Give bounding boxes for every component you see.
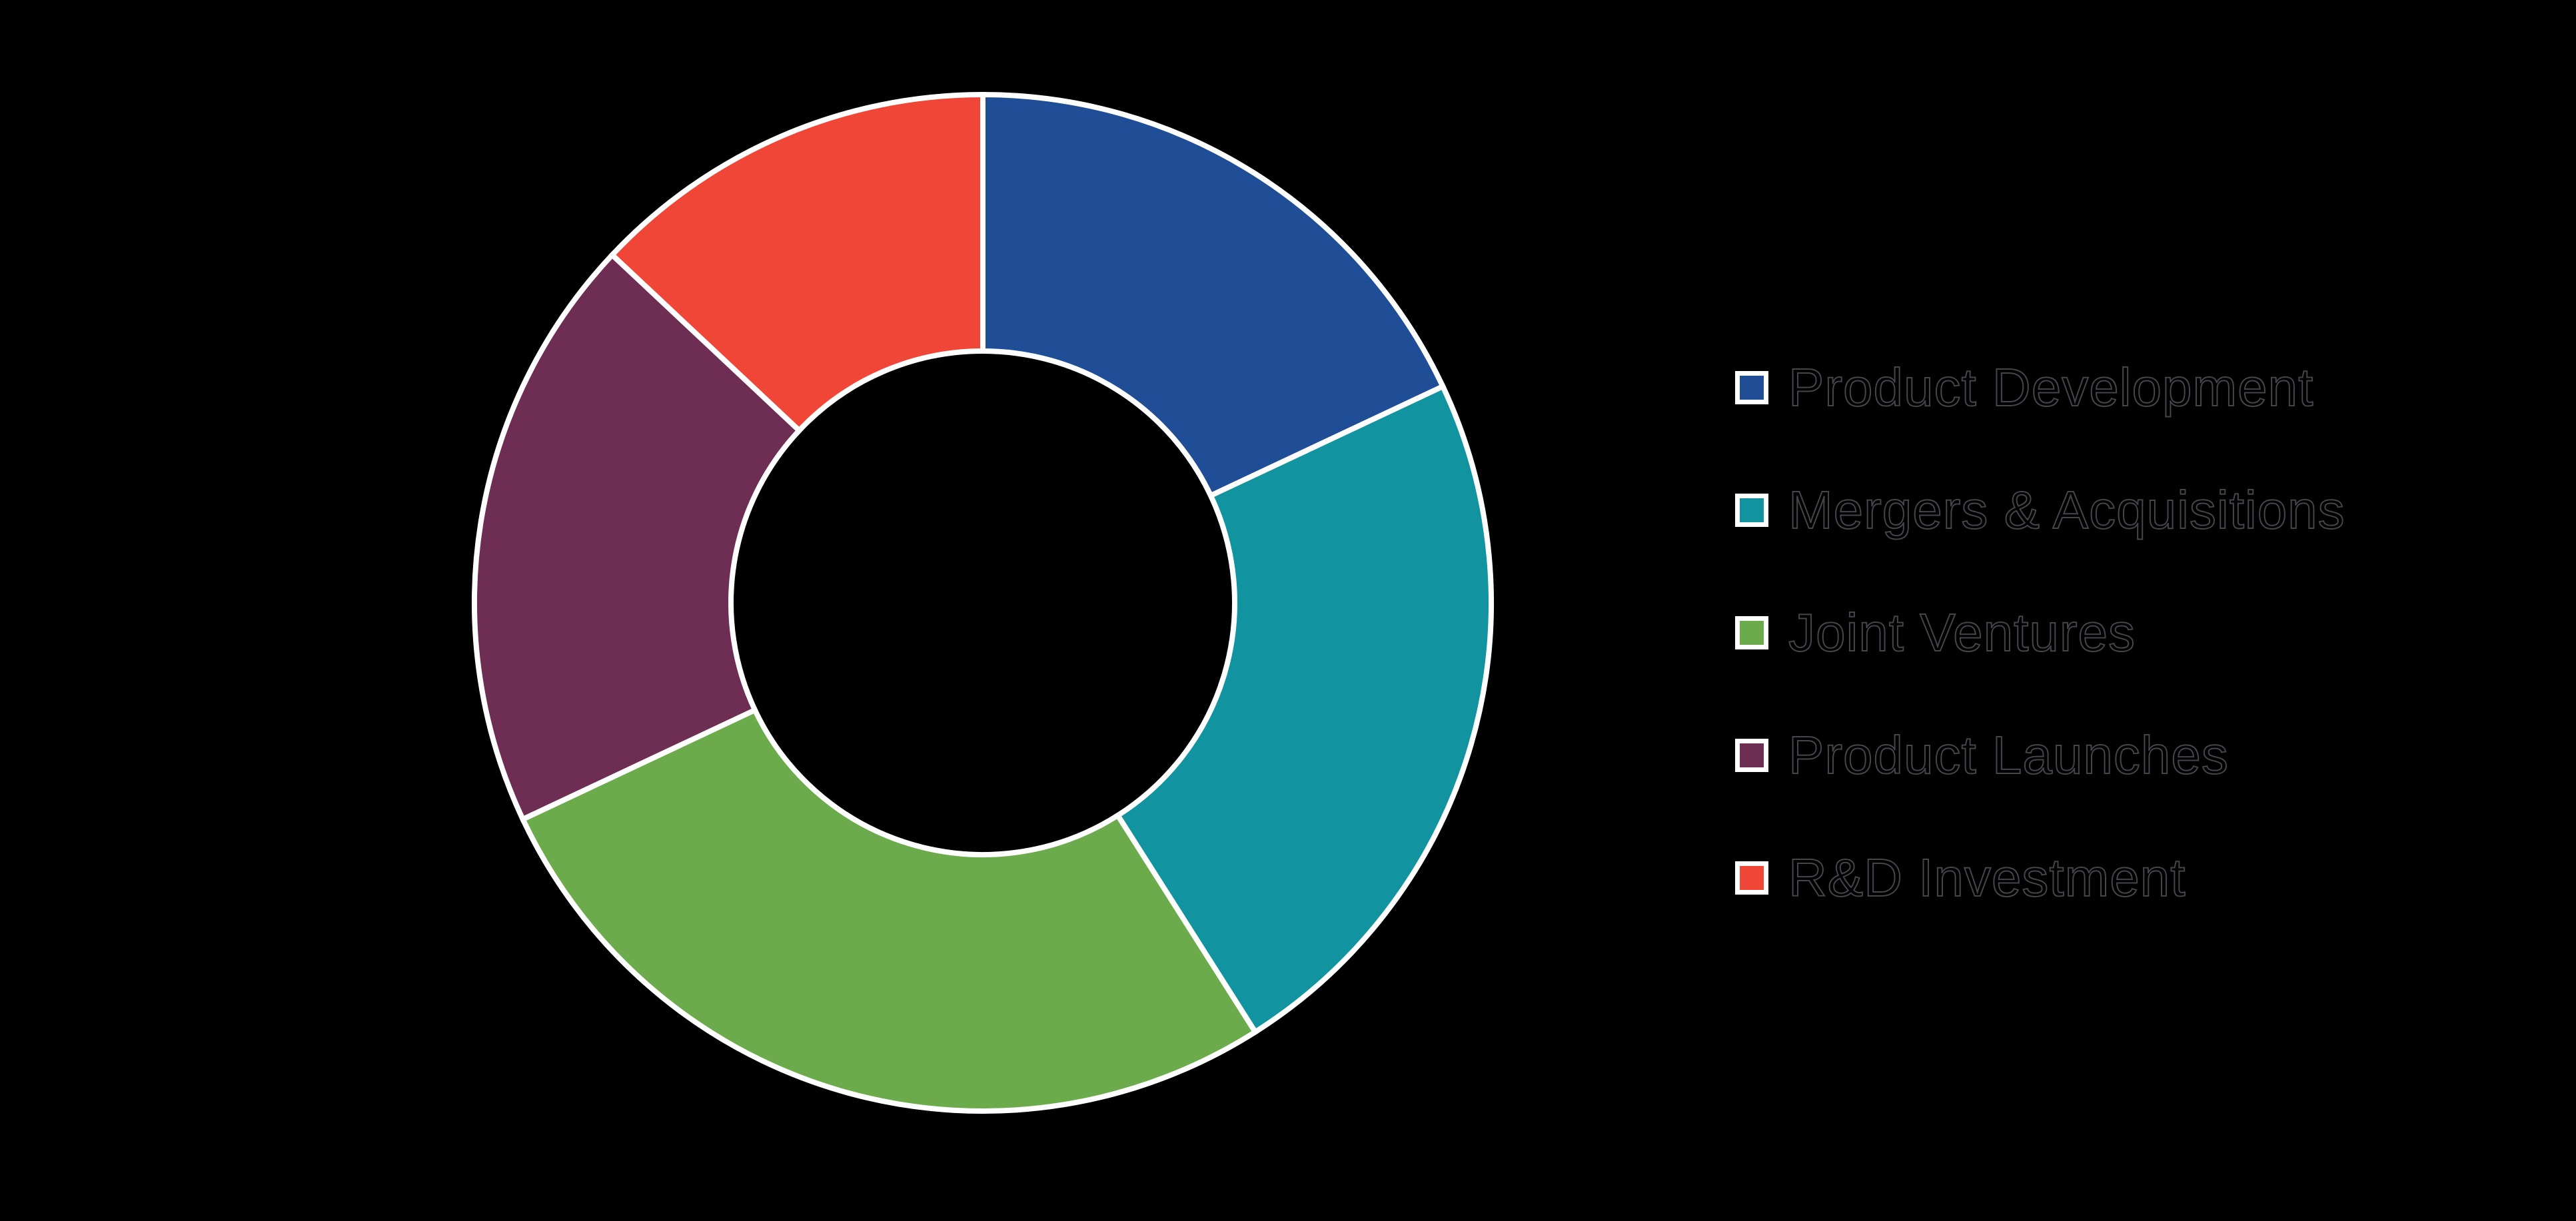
legend: Product Development Mergers & Acquisitio… bbox=[1735, 360, 2345, 984]
legend-swatch-joint-ventures bbox=[1735, 616, 1768, 649]
legend-item-product-launches: Product Launches bbox=[1735, 728, 2345, 783]
legend-swatch-rd-investment bbox=[1735, 861, 1768, 895]
legend-swatch-product-development bbox=[1735, 371, 1768, 404]
legend-item-rd-investment: R&D Investment bbox=[1735, 851, 2345, 905]
donut-inner-ring bbox=[728, 348, 1237, 857]
legend-item-product-development: Product Development bbox=[1735, 360, 2345, 415]
legend-label: R&D Investment bbox=[1788, 848, 2186, 907]
legend-label: Mergers & Acquisitions bbox=[1788, 480, 2345, 540]
legend-swatch-product-launches bbox=[1735, 739, 1768, 772]
legend-item-joint-ventures: Joint Ventures bbox=[1735, 606, 2345, 660]
legend-item-mergers-acquisitions: Mergers & Acquisitions bbox=[1735, 483, 2345, 538]
legend-label: Joint Ventures bbox=[1788, 603, 2136, 662]
legend-label: Product Launches bbox=[1788, 725, 2229, 785]
legend-label: Product Development bbox=[1788, 358, 2314, 417]
legend-swatch-mergers-acquisitions bbox=[1735, 494, 1768, 527]
donut-outer-ring bbox=[472, 92, 1494, 1114]
